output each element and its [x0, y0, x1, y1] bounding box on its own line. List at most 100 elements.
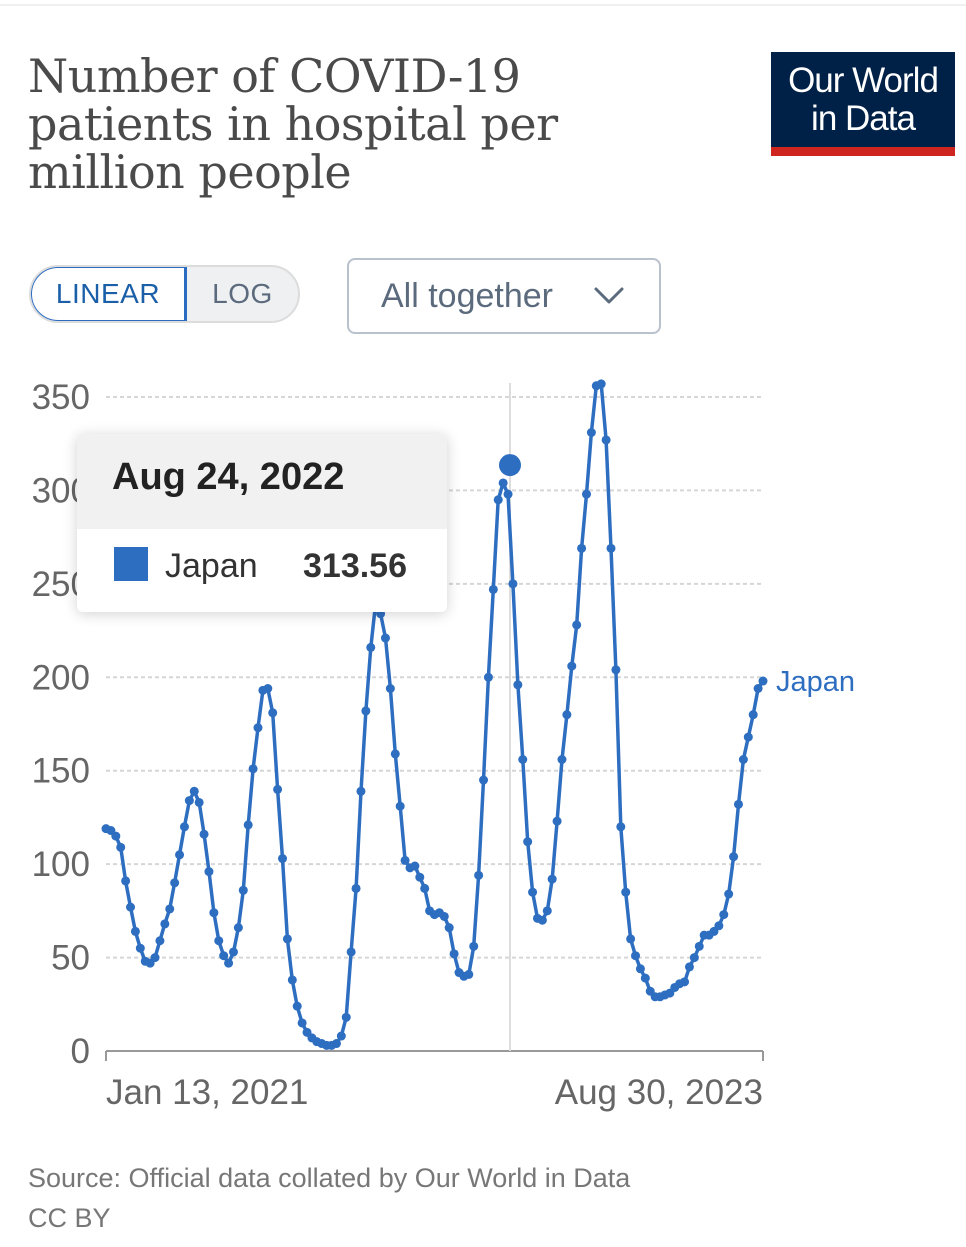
y-tick-label: 50	[51, 939, 90, 978]
y-tick-label: 350	[32, 378, 90, 417]
data-point	[268, 708, 278, 718]
data-point	[273, 784, 283, 794]
data-point	[483, 672, 493, 682]
x-tick-label-start: Jan 13, 2021	[106, 1073, 308, 1112]
data-point	[611, 665, 621, 675]
data-point	[243, 820, 253, 830]
data-point	[513, 680, 523, 690]
data-point	[121, 876, 131, 886]
data-point	[150, 953, 160, 963]
facet-dropdown-label: All together	[381, 276, 553, 315]
logo-line-2: in Data	[811, 98, 916, 138]
data-point	[581, 489, 591, 499]
tooltip-series-name: Japan	[165, 547, 258, 585]
data-point	[224, 958, 234, 968]
data-point	[420, 883, 430, 893]
tooltip-swatch	[114, 547, 148, 581]
data-point	[126, 902, 136, 912]
linear-scale-button[interactable]: LINEAR	[31, 267, 187, 321]
data-point	[209, 908, 219, 918]
data-point	[631, 951, 641, 961]
data-point	[380, 633, 390, 643]
data-point	[508, 579, 518, 589]
data-point	[577, 543, 587, 553]
data-point	[253, 723, 263, 733]
data-point	[449, 949, 459, 959]
data-point	[684, 962, 694, 972]
data-point	[606, 543, 616, 553]
data-point	[626, 934, 636, 944]
data-point	[498, 478, 508, 488]
series-points-japan	[101, 379, 768, 1050]
data-point	[292, 1001, 302, 1011]
data-point	[135, 943, 145, 953]
data-point	[238, 885, 248, 895]
data-point	[621, 887, 631, 897]
y-tick-label: 0	[71, 1032, 90, 1071]
y-tick-label: 200	[32, 658, 90, 697]
data-point	[542, 906, 552, 916]
log-scale-button[interactable]: LOG	[212, 278, 273, 309]
data-point	[729, 852, 739, 862]
data-point	[586, 428, 596, 438]
data-point	[567, 661, 577, 671]
data-point	[336, 1031, 346, 1041]
data-point	[474, 870, 484, 880]
tooltip-date: Aug 24, 2022	[77, 434, 447, 529]
data-point	[562, 710, 572, 720]
data-point	[689, 953, 699, 963]
data-point	[488, 584, 498, 594]
data-point	[331, 1039, 341, 1049]
data-point	[204, 867, 214, 877]
x-axis-ticks: Jan 13, 2021 Aug 30, 2023	[106, 1073, 763, 1112]
data-point	[601, 435, 611, 445]
data-point	[635, 964, 645, 974]
data-point	[287, 975, 297, 985]
data-point	[214, 936, 224, 946]
data-point	[503, 489, 513, 499]
chevron-down-icon	[594, 287, 624, 304]
data-point	[469, 941, 479, 951]
data-point	[361, 706, 371, 716]
data-point	[170, 878, 180, 888]
x-tick-label-end: Aug 30, 2023	[555, 1073, 763, 1112]
data-point	[758, 676, 768, 686]
source-note: Source: Official data collated by Our Wo…	[28, 1158, 630, 1238]
data-point	[493, 495, 503, 505]
data-point	[179, 822, 189, 832]
data-point	[439, 911, 449, 921]
data-point	[248, 764, 258, 774]
facet-dropdown[interactable]: All together	[347, 258, 661, 334]
highlighted-point[interactable]	[499, 454, 521, 477]
data-point	[189, 786, 199, 796]
data-point	[464, 969, 474, 979]
gridlines	[106, 396, 763, 959]
data-point	[479, 775, 489, 785]
license-text[interactable]: CC BY	[28, 1203, 111, 1233]
data-point	[537, 915, 547, 925]
logo-line-1: Our World	[788, 60, 939, 100]
data-point	[346, 947, 356, 957]
data-point	[724, 889, 734, 899]
data-point	[616, 822, 626, 832]
series-label-japan[interactable]: Japan	[776, 666, 855, 698]
source-text[interactable]: Source: Official data collated by Our Wo…	[28, 1163, 631, 1193]
data-point	[680, 977, 690, 987]
data-point	[194, 797, 204, 807]
data-point	[596, 379, 606, 389]
data-point	[572, 620, 582, 630]
data-point	[351, 883, 361, 893]
data-point	[523, 837, 533, 847]
data-point	[130, 926, 140, 936]
top-rule	[0, 4, 966, 6]
data-point	[748, 710, 758, 720]
data-point	[233, 923, 243, 933]
data-point	[111, 831, 121, 841]
data-point	[415, 872, 425, 882]
data-point	[640, 973, 650, 983]
owid-logo[interactable]: Our World in Data	[771, 52, 955, 156]
data-point	[557, 755, 567, 765]
data-point	[184, 796, 194, 806]
data-point	[341, 1012, 351, 1022]
data-point	[219, 951, 229, 961]
